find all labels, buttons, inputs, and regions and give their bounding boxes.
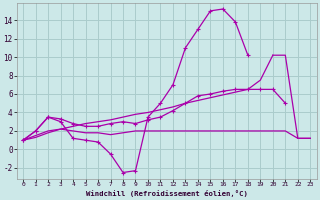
X-axis label: Windchill (Refroidissement éolien,°C): Windchill (Refroidissement éolien,°C) bbox=[86, 190, 248, 197]
